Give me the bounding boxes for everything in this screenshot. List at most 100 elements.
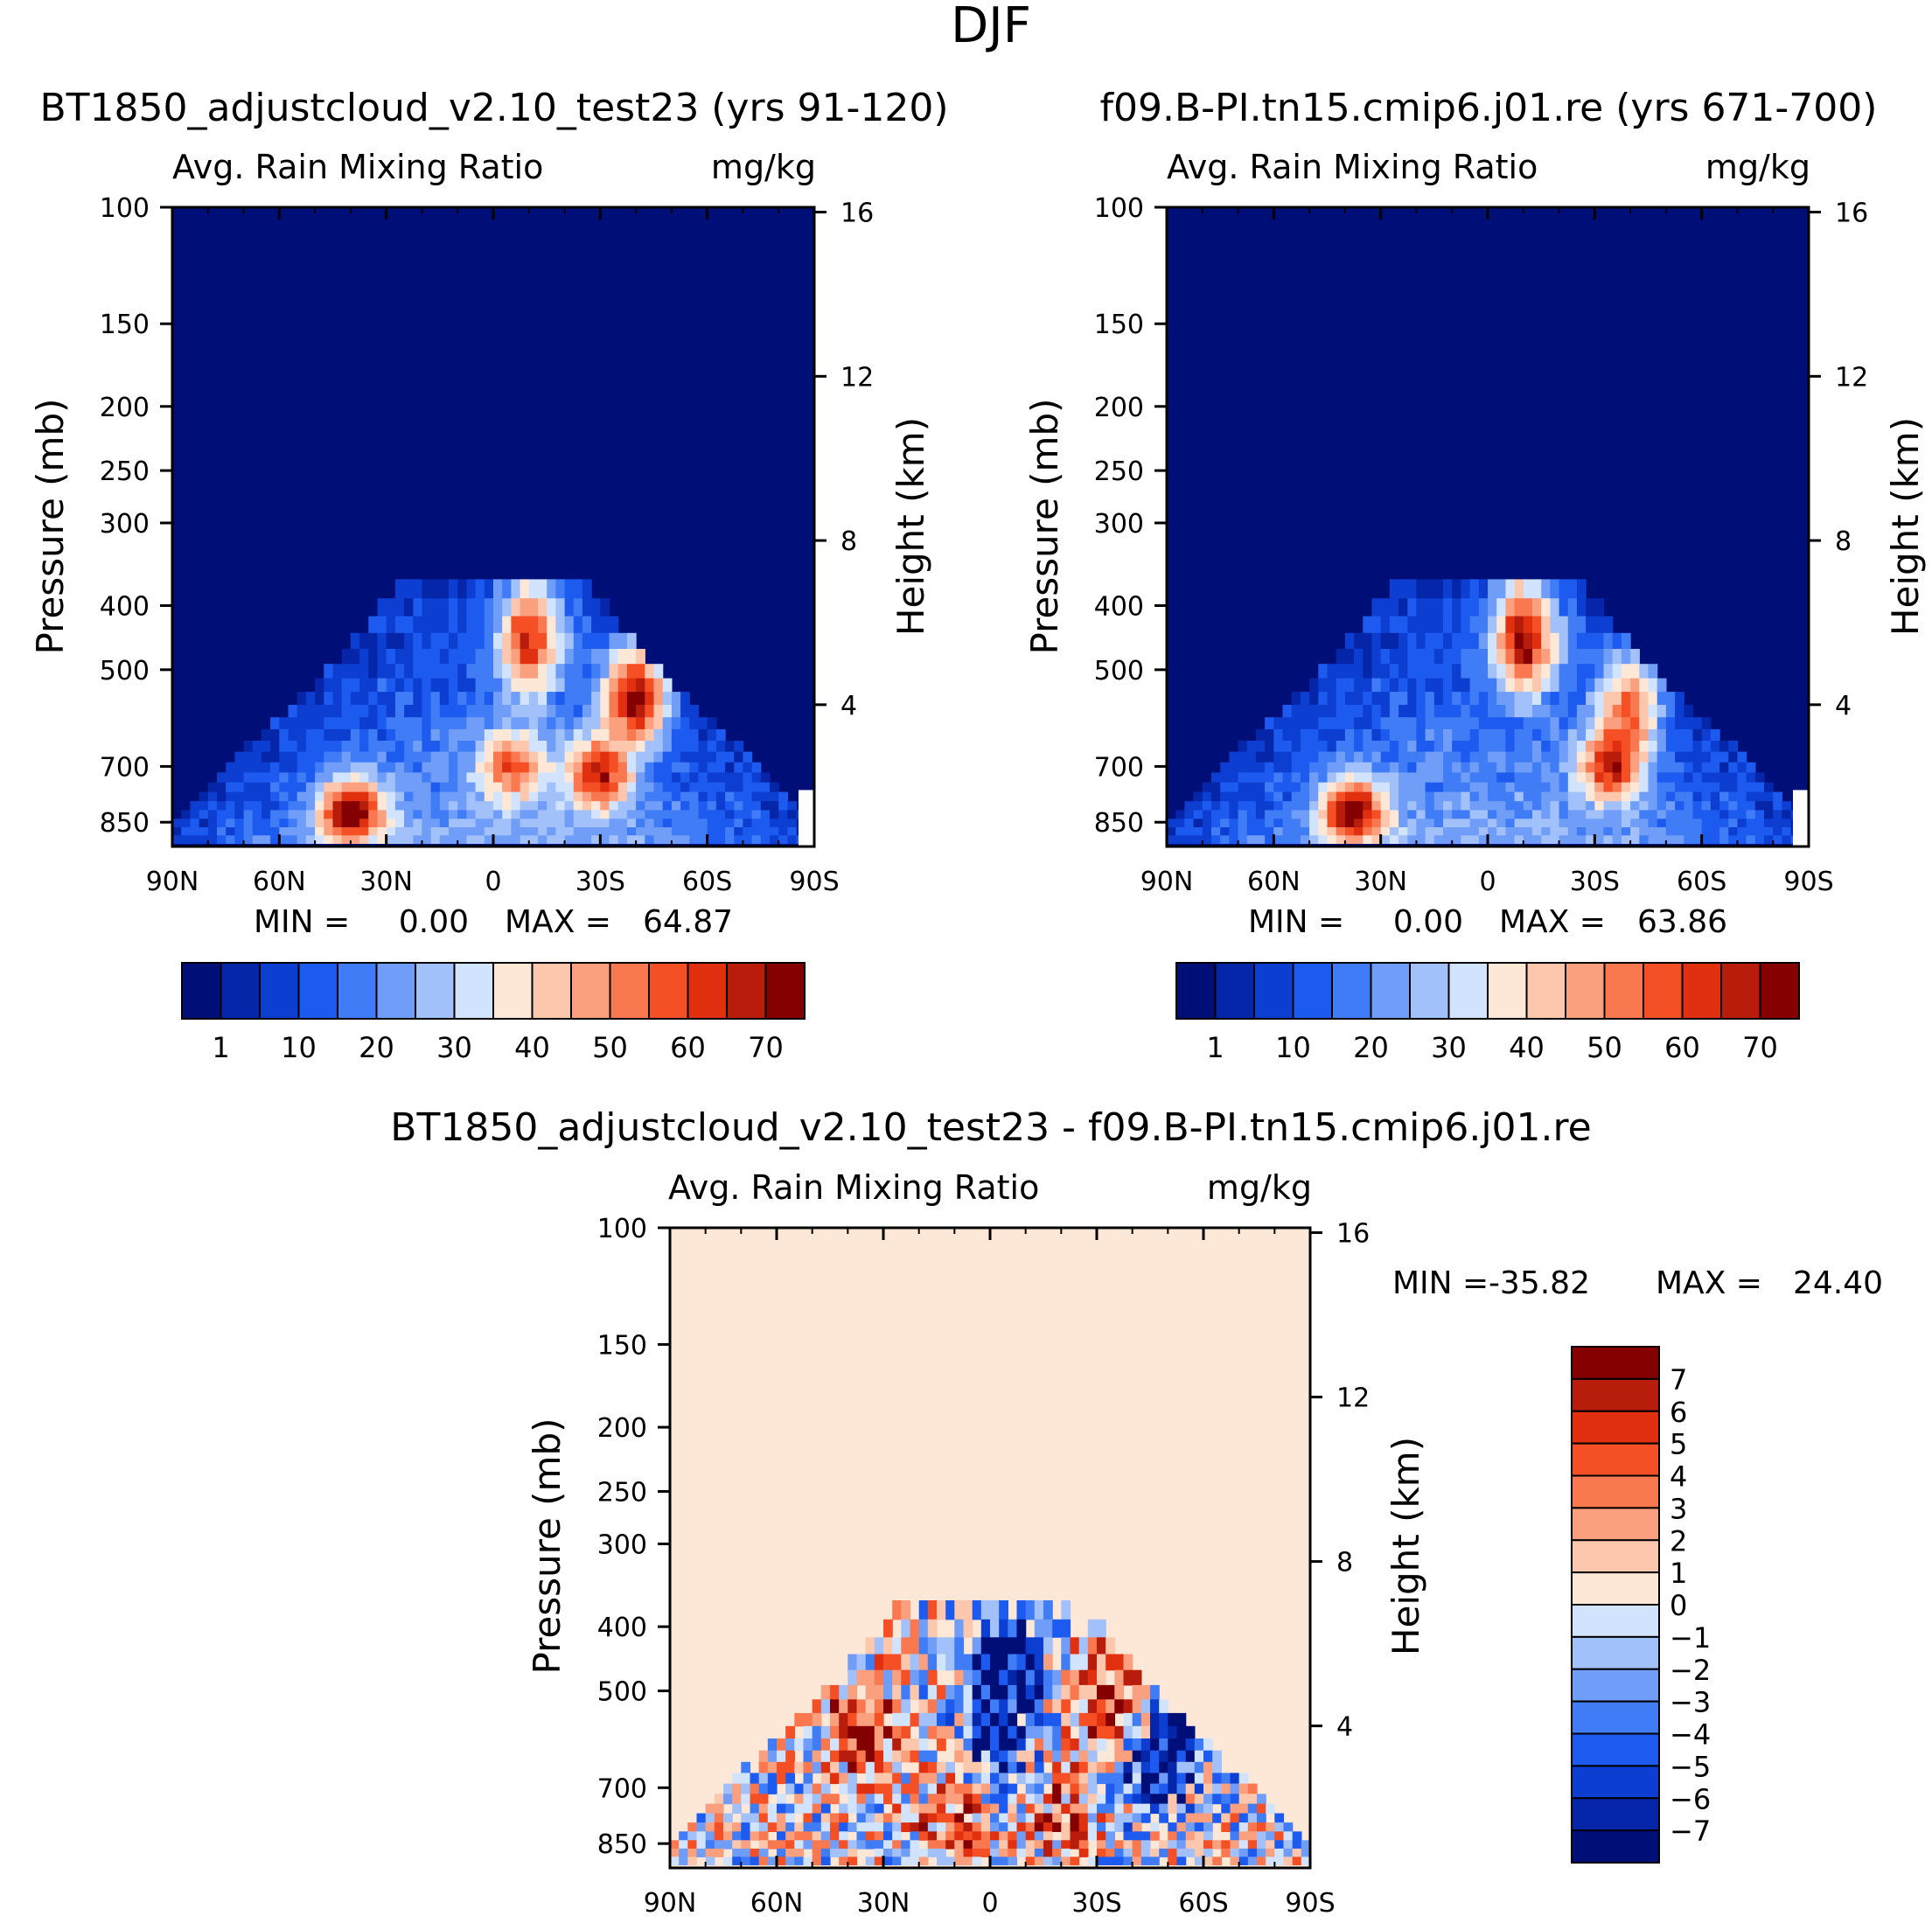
- field-cell: [937, 1813, 946, 1823]
- field-cell: [803, 1750, 813, 1763]
- field-cell: [1675, 810, 1684, 819]
- field-cell: [511, 717, 521, 730]
- field-cell: [1087, 1794, 1098, 1805]
- field-cell: [1443, 664, 1453, 679]
- field-cell: [1398, 717, 1408, 730]
- field-cell: [1532, 728, 1542, 742]
- field-cell: [1425, 649, 1435, 665]
- field-cell: [1087, 1813, 1098, 1823]
- field-cell: [261, 741, 271, 753]
- field-cell: [1488, 741, 1497, 753]
- colorbar-box: [1175, 962, 1217, 1020]
- field-cell: [680, 791, 690, 802]
- field-cell: [430, 827, 441, 836]
- field-cell: [1782, 827, 1792, 836]
- field-cell: [1656, 728, 1667, 742]
- field-cell: [1371, 664, 1382, 679]
- field-cell: [910, 1803, 920, 1815]
- field-cell: [1496, 762, 1506, 773]
- field-cell: [1505, 717, 1516, 730]
- field-cell: [234, 801, 245, 811]
- field-cell: [1211, 835, 1221, 844]
- field-cell: [1523, 705, 1533, 718]
- field-cell: [1496, 692, 1506, 706]
- field-cell: [785, 1725, 795, 1739]
- field-cell: [705, 1831, 715, 1841]
- field-cell: [430, 741, 441, 753]
- field-cell: [1443, 801, 1453, 811]
- field-cell: [856, 1712, 867, 1727]
- field-cell: [1389, 649, 1399, 665]
- field-cell: [1665, 705, 1676, 718]
- field-cell: [1443, 579, 1453, 599]
- field-cell: [181, 810, 191, 819]
- field-cell: [1433, 835, 1444, 844]
- field-cell: [439, 819, 450, 828]
- field-cell: [1496, 801, 1506, 811]
- field-cell: [377, 835, 387, 844]
- field-cell: [439, 705, 450, 718]
- field-cell: [1461, 598, 1471, 617]
- field-cell: [698, 762, 708, 773]
- field-cell: [1478, 791, 1489, 802]
- field-cell: [734, 791, 744, 802]
- field-cell: [1621, 728, 1631, 742]
- field-cell: [1514, 632, 1524, 650]
- field-cell: [1167, 819, 1176, 828]
- field-cell: [777, 1831, 786, 1841]
- field-cell: [582, 705, 592, 718]
- field-cell: [1327, 741, 1337, 753]
- field-cell: [1443, 692, 1453, 706]
- field-cell: [1043, 1699, 1053, 1714]
- field-cell: [714, 1831, 724, 1841]
- field-cell: [538, 649, 548, 665]
- field-cell: [750, 1831, 760, 1841]
- field-cell: [1309, 741, 1319, 753]
- field-cell: [270, 762, 280, 773]
- field-cell: [874, 1831, 884, 1841]
- field-cell: [617, 835, 628, 844]
- field-cell: [1576, 762, 1587, 773]
- field-cell: [591, 810, 601, 819]
- field-cell: [1586, 649, 1595, 665]
- field-cell: [972, 1654, 982, 1671]
- field-cell: [430, 801, 441, 811]
- field-cell: [707, 741, 717, 753]
- field-cell: [1363, 664, 1373, 679]
- field-cell: [963, 1725, 973, 1739]
- field-cell: [954, 1712, 965, 1727]
- field-cell: [1433, 791, 1444, 802]
- field-cell: [279, 762, 289, 773]
- field-cell: [820, 1794, 831, 1805]
- field-cell: [1389, 616, 1399, 634]
- field-cell: [679, 1857, 688, 1865]
- field-cell: [847, 1654, 858, 1671]
- field-cell: [758, 1773, 769, 1785]
- field-cell: [1176, 1857, 1187, 1865]
- field-cell: [1541, 782, 1551, 793]
- field-cell: [1443, 819, 1453, 828]
- field-cell: [1043, 1857, 1053, 1865]
- field-cell: [600, 751, 610, 763]
- field-cell: [617, 782, 628, 793]
- field-cell: [1070, 1750, 1080, 1763]
- field-cell: [1612, 741, 1622, 753]
- field-cell: [493, 751, 503, 763]
- field-cell: [901, 1725, 911, 1739]
- field-cell: [1612, 717, 1622, 730]
- field-cell: [910, 1684, 920, 1700]
- field-cell: [1621, 835, 1631, 844]
- field-cell: [305, 791, 316, 802]
- field-cell: [812, 1750, 822, 1763]
- field-cell: [466, 717, 477, 730]
- field-cell: [359, 717, 369, 730]
- colorbar-box: [297, 962, 338, 1020]
- x-tick-label: 30N: [1354, 867, 1407, 897]
- field-cell: [963, 1761, 973, 1773]
- field-cell: [927, 1654, 938, 1671]
- field-cell: [1550, 827, 1560, 836]
- field-cell: [1327, 772, 1337, 784]
- field-cell: [520, 678, 530, 693]
- field-cell: [1255, 741, 1266, 753]
- field-cell: [270, 827, 280, 836]
